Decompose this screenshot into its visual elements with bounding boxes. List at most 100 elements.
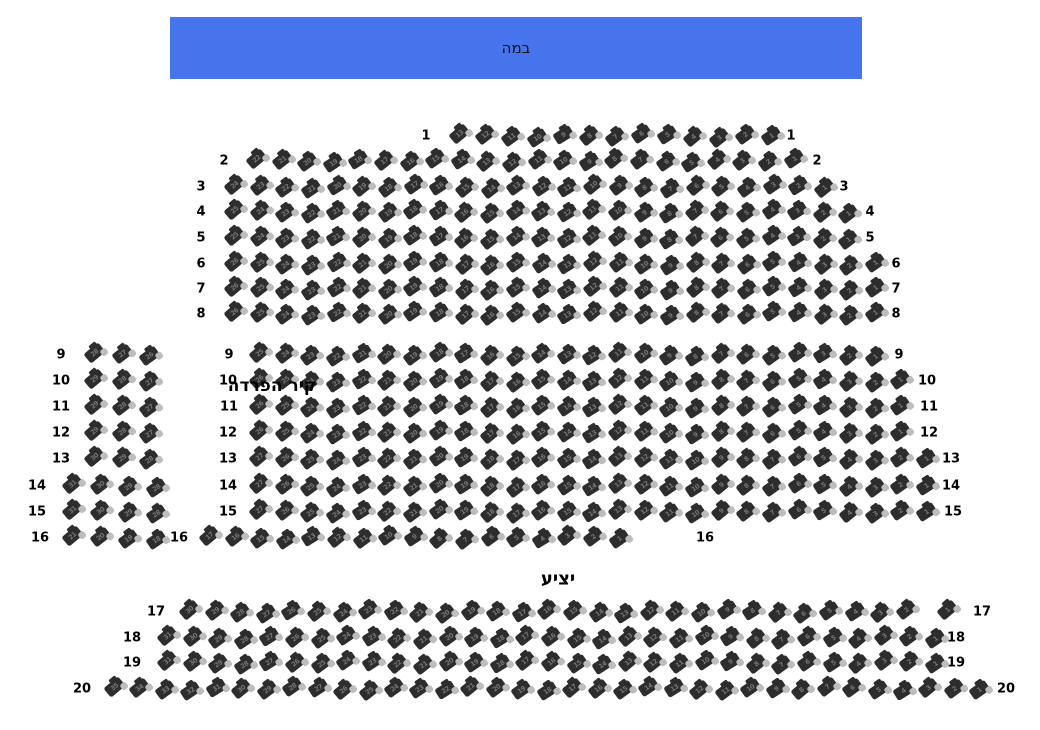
seat-row-3-num-1[interactable]: 1: [813, 176, 836, 199]
seat-row-2-num-2[interactable]: 2: [757, 151, 780, 173]
seat-row-20-num-5[interactable]: 5: [866, 679, 890, 700]
seat-row-17-num-30[interactable]: 30: [178, 599, 201, 621]
seat-row-7-num-16[interactable]: 16: [479, 280, 503, 302]
seat-row-14-num-28[interactable]: 28: [145, 477, 168, 499]
seat-row-11-num-3[interactable]: 3: [838, 396, 861, 419]
seat-row-13-num-7[interactable]: 7: [761, 449, 784, 471]
seat-row-2-num-13[interactable]: 13: [475, 150, 499, 173]
seat-row-20-num-27[interactable]: 27: [306, 678, 330, 699]
seat-row-10-num-27[interactable]: 27: [138, 371, 161, 393]
seat-row-2-num-5[interactable]: 5: [680, 152, 703, 174]
seat-row-12-num-28[interactable]: 28: [110, 421, 134, 443]
seat-row-4-num-23[interactable]: 23: [274, 202, 297, 224]
seat-row-6-num-5[interactable]: 5: [761, 251, 785, 273]
seat-row-5-num-16[interactable]: 16: [453, 227, 477, 250]
seat-row-9-num-16[interactable]: 16: [479, 344, 502, 367]
seat-row-3-num-9[interactable]: 9: [608, 175, 631, 197]
seat-row-15-num-11[interactable]: 11: [658, 502, 682, 523]
seat-row-18-num-28[interactable]: 28: [233, 629, 256, 651]
seat-row-11-num-20[interactable]: 20: [402, 397, 425, 419]
seat-row-12-num-2[interactable]: 2: [863, 424, 887, 446]
seat-row-20-num-20[interactable]: 20: [485, 677, 508, 699]
seat-row-10-num-15[interactable]: 15: [530, 369, 553, 391]
seat-row-8-num-25[interactable]: 25: [248, 302, 272, 324]
seat-row-10-num-20[interactable]: 20: [402, 371, 425, 393]
seat-row-3-num-5[interactable]: 5: [710, 176, 734, 198]
seat-row-14-num-24[interactable]: 24: [325, 477, 348, 499]
seat-row-11-num-18[interactable]: 18: [453, 396, 476, 417]
seat-row-12-num-27[interactable]: 27: [138, 423, 161, 445]
seat-row-20-num-26[interactable]: 26: [332, 678, 355, 701]
seat-row-19-num-14[interactable]: 14: [591, 654, 614, 676]
seat-row-14-num-25[interactable]: 25: [299, 476, 323, 498]
seat-row-16-num-10[interactable]: 10: [377, 525, 400, 547]
seat-row-20-num-11[interactable]: 11: [714, 680, 737, 702]
seat-row-12-num-21[interactable]: 21: [376, 422, 399, 444]
seat-row-17-num-2[interactable]: 2: [895, 599, 918, 621]
seat-row-18-num-30[interactable]: 30: [181, 626, 205, 648]
seat-row-16-num-13[interactable]: 13: [300, 526, 324, 547]
seat-row-15-num-31[interactable]: 31: [61, 499, 84, 521]
seat-row-15-num-3[interactable]: 3: [863, 503, 887, 525]
seat-row-4-num-13[interactable]: 13: [530, 201, 553, 223]
seat-row-2-num-14[interactable]: 14: [450, 150, 473, 171]
seat-row-3-num-24[interactable]: 24: [223, 174, 246, 196]
seat-row-1-num-5[interactable]: 5: [656, 125, 679, 146]
seat-row-12-num-23[interactable]: 23: [325, 424, 348, 446]
seat-row-9-num-23[interactable]: 23: [299, 345, 323, 367]
seat-row-19-num-4[interactable]: 4: [847, 653, 870, 675]
seat-row-15-num-12[interactable]: 12: [633, 500, 656, 522]
seat-row-20-num-1[interactable]: 1: [968, 679, 992, 701]
seat-row-6-num-13[interactable]: 13: [556, 255, 580, 276]
seat-row-16-num-19[interactable]: 19: [117, 528, 140, 550]
seat-row-3-num-21[interactable]: 21: [300, 178, 323, 200]
seat-row-19-num-8[interactable]: 8: [745, 652, 768, 675]
seat-row-12-num-6[interactable]: 6: [761, 423, 784, 445]
seat-row-15-num-24[interactable]: 24: [325, 503, 348, 525]
seat-row-18-num-12[interactable]: 12: [642, 627, 666, 649]
seat-row-12-num-26[interactable]: 26: [248, 420, 271, 442]
seat-row-10-num-23[interactable]: 23: [325, 372, 348, 394]
seat-row-3-num-7[interactable]: 7: [659, 178, 682, 200]
seat-row-15-num-13[interactable]: 13: [607, 499, 630, 521]
seat-row-17-num-9[interactable]: 9: [715, 599, 739, 621]
seat-row-8-num-4[interactable]: 4: [787, 303, 810, 324]
seat-row-8-num-6[interactable]: 6: [736, 304, 759, 326]
seat-row-19-num-19[interactable]: 19: [463, 652, 486, 674]
seat-row-2-num-11[interactable]: 11: [526, 149, 550, 171]
seat-row-6-num-10[interactable]: 10: [633, 254, 656, 275]
seat-row-9-num-4[interactable]: 4: [786, 342, 810, 364]
seat-row-3-num-3[interactable]: 3: [761, 174, 785, 196]
seat-row-13-num-2[interactable]: 2: [889, 447, 912, 469]
seat-row-3-num-17[interactable]: 17: [402, 174, 426, 196]
seat-row-7-num-9[interactable]: 9: [659, 280, 682, 302]
seat-row-14-num-30[interactable]: 30: [89, 474, 112, 496]
seat-row-6-num-1[interactable]: 1: [864, 252, 887, 274]
seat-row-2-num-17[interactable]: 17: [373, 150, 396, 172]
seat-row-16-num-4[interactable]: 4: [531, 529, 554, 550]
seat-row-5-num-12[interactable]: 12: [556, 229, 579, 250]
seat-row-3-num-2[interactable]: 2: [787, 176, 811, 197]
seat-row-4-num-21[interactable]: 21: [325, 200, 349, 221]
seat-row-13-num-12[interactable]: 12: [633, 447, 656, 469]
seat-row-14-num-12[interactable]: 12: [633, 474, 656, 496]
seat-row-15-num-28[interactable]: 28: [145, 503, 168, 525]
seat-row-18-num-7[interactable]: 7: [770, 629, 794, 651]
seat-row-10-num-18[interactable]: 18: [453, 370, 476, 391]
seat-row-9-num-9[interactable]: 9: [658, 345, 682, 366]
seat-row-19-num-15[interactable]: 15: [565, 653, 589, 674]
seat-row-20-num-2[interactable]: 2: [943, 678, 966, 700]
seat-row-14-num-6[interactable]: 6: [786, 473, 810, 495]
seat-row-15-num-8[interactable]: 8: [735, 501, 759, 523]
seat-row-19-num-13[interactable]: 13: [617, 651, 640, 673]
seat-row-20-num-4[interactable]: 4: [892, 680, 915, 701]
seat-row-3-num-20[interactable]: 20: [325, 175, 349, 196]
seat-row-14-num-1[interactable]: 1: [915, 475, 938, 497]
seat-row-10-num-28[interactable]: 28: [110, 369, 134, 391]
seat-row-19-num-24[interactable]: 24: [335, 650, 358, 672]
seat-row-12-num-12[interactable]: 12: [607, 420, 630, 442]
seat-row-5-num-18[interactable]: 18: [402, 225, 425, 247]
seat-row-12-num-14[interactable]: 14: [556, 422, 579, 444]
seat-row-20-num-12[interactable]: 12: [688, 678, 712, 701]
seat-row-2-num-16[interactable]: 16: [398, 151, 422, 173]
